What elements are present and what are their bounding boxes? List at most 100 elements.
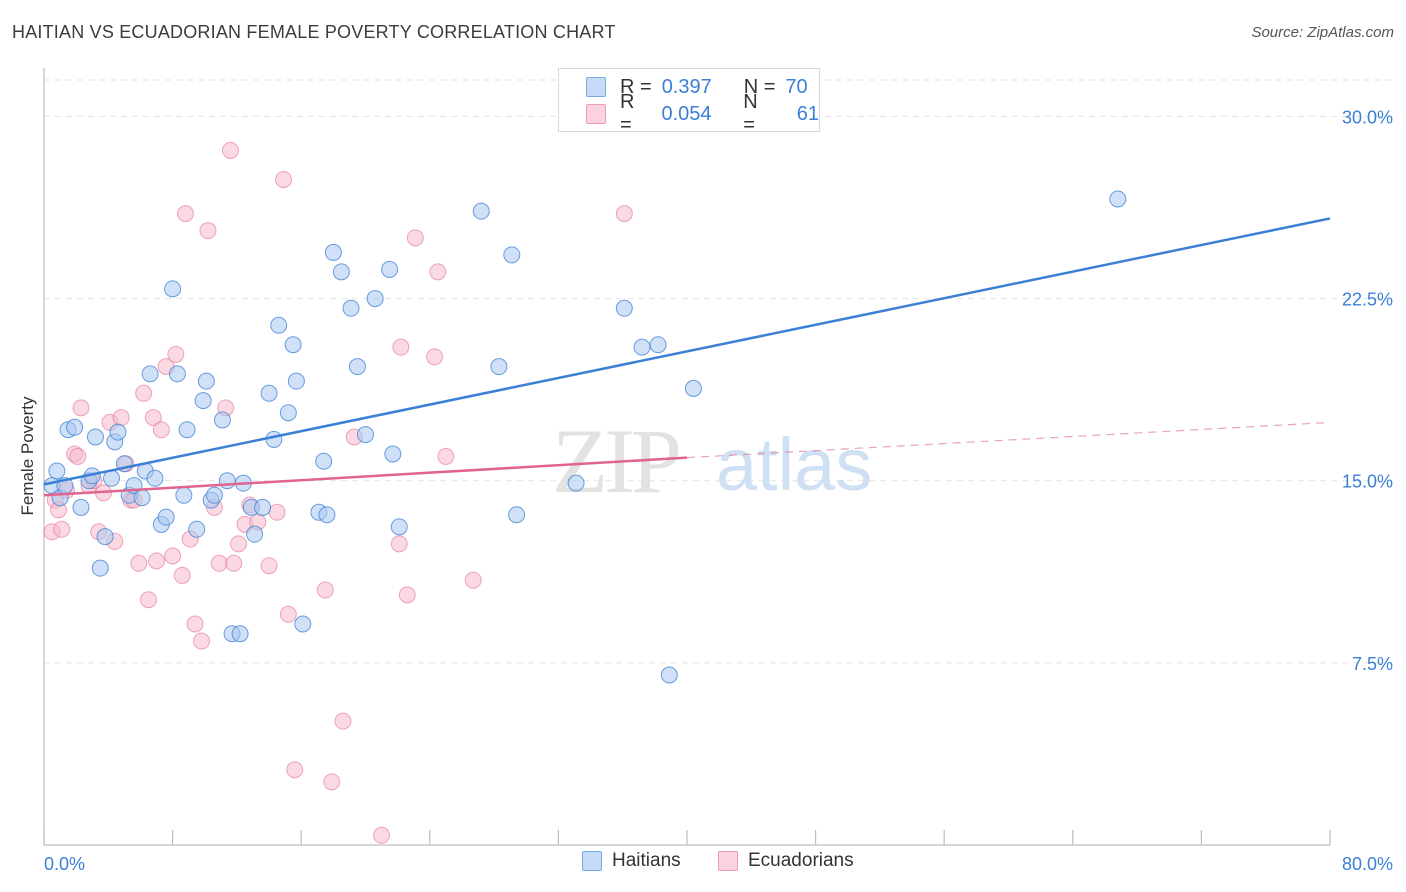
haitian-point bbox=[332, 263, 350, 281]
haitian-point bbox=[366, 290, 384, 308]
ecuadorian-point bbox=[69, 447, 87, 465]
gridlines bbox=[44, 79, 1392, 664]
haitian-point bbox=[294, 615, 312, 633]
haitian-point bbox=[324, 243, 342, 261]
x-tick-label: 0.0% bbox=[44, 854, 85, 874]
haitian-point bbox=[164, 280, 182, 298]
ecuadorian-point bbox=[398, 586, 416, 604]
ecuadorian-point bbox=[406, 229, 424, 247]
ecuadorian-point bbox=[225, 554, 243, 572]
ecuadorians-trendline bbox=[43, 456, 688, 497]
correlation-legend: R = 0.397 N = 70 R = 0.054 N = 61 bbox=[558, 68, 820, 136]
haitian-point bbox=[157, 508, 175, 526]
haitians-legend-swatch bbox=[582, 851, 602, 871]
ecuadorian-point bbox=[130, 554, 148, 572]
haitian-point bbox=[188, 520, 206, 538]
y-tick-labels: 7.5% 15.0% 22.5% 30.0% bbox=[1342, 107, 1393, 673]
ecuadorian-point bbox=[615, 205, 633, 223]
r-value: 0.054 bbox=[661, 102, 712, 125]
haitian-point bbox=[205, 486, 223, 504]
ecuadorian-point bbox=[230, 535, 248, 553]
legend-ecuadorians: Ecuadorians bbox=[718, 850, 854, 872]
haitian-point bbox=[246, 525, 264, 543]
ecuadorian-point bbox=[72, 399, 90, 417]
haitian-point bbox=[178, 421, 196, 439]
ecuadorian-point bbox=[176, 205, 194, 223]
ecuadorian-point bbox=[173, 566, 191, 584]
haitian-point bbox=[633, 338, 651, 356]
n-label: N = bbox=[743, 75, 776, 98]
y-tick-label: 30.0% bbox=[1342, 107, 1393, 127]
haitian-point bbox=[684, 379, 702, 397]
ecuadorians-legend-label: Ecuadorians bbox=[748, 850, 854, 871]
ecuadorian-point bbox=[221, 141, 239, 159]
y-axis-title: Female Poverty bbox=[18, 396, 37, 516]
haitian-point bbox=[342, 299, 360, 317]
haitian-point bbox=[197, 372, 215, 390]
haitian-point bbox=[86, 428, 104, 446]
haitian-point bbox=[315, 452, 333, 470]
haitian-point bbox=[660, 666, 678, 684]
haitian-point bbox=[194, 392, 212, 410]
haitian-point bbox=[168, 365, 186, 383]
ecuadorians-swatch bbox=[586, 104, 606, 124]
ecuadorian-point bbox=[144, 409, 162, 427]
y-tick-label: 15.0% bbox=[1342, 472, 1393, 492]
haitian-point bbox=[381, 260, 399, 278]
x-tick-label: 80.0% bbox=[1342, 854, 1393, 874]
chart-source: Source: ZipAtlas.com bbox=[1251, 24, 1394, 41]
haitians-legend-label: Haitians bbox=[612, 850, 681, 871]
chart-title: HAITIAN VS ECUADORIAN FEMALE POVERTY COR… bbox=[12, 22, 616, 42]
y-tick-label: 7.5% bbox=[1352, 654, 1393, 674]
haitian-point bbox=[287, 372, 305, 390]
ecuadorian-point bbox=[210, 554, 228, 572]
haitian-point bbox=[265, 430, 283, 448]
ecuadorian-point bbox=[429, 263, 447, 281]
ecuadorian-point bbox=[135, 384, 153, 402]
ecuadorian-point bbox=[164, 547, 182, 565]
trendlines bbox=[43, 217, 1331, 497]
haitian-point bbox=[348, 358, 366, 376]
haitian-point bbox=[66, 418, 84, 436]
haitian-point bbox=[91, 559, 109, 577]
ecuadorian-point bbox=[152, 421, 170, 439]
n-label: N = bbox=[743, 91, 758, 136]
haitian-point bbox=[141, 365, 159, 383]
ecuadorian-point bbox=[260, 557, 278, 575]
ecuadorian-point bbox=[437, 447, 455, 465]
haitian-point bbox=[357, 426, 374, 444]
haitian-point bbox=[260, 384, 278, 402]
watermark: ZIP atlas bbox=[552, 410, 872, 512]
x-tick-labels: 0.0% 80.0% bbox=[44, 854, 1393, 874]
haitians-swatch bbox=[586, 77, 606, 97]
ecuadorian-point bbox=[426, 348, 444, 366]
haitian-point bbox=[390, 518, 408, 536]
r-label: R = bbox=[619, 91, 635, 136]
haitian-point bbox=[175, 486, 193, 504]
ecuadorian-point bbox=[373, 826, 391, 844]
haitian-point bbox=[318, 506, 336, 524]
legend-row-haitians: R = 0.397 N = 70 bbox=[559, 73, 808, 101]
ecuadorian-point bbox=[390, 535, 408, 553]
haitian-point bbox=[254, 498, 272, 516]
ecuadorian-point bbox=[279, 605, 297, 623]
haitian-point bbox=[72, 498, 90, 516]
haitians-trendline bbox=[43, 217, 1331, 486]
ecuadorian-point bbox=[148, 552, 166, 570]
haitian-point bbox=[508, 506, 526, 524]
haitian-point bbox=[133, 489, 151, 507]
ecuadorian-point bbox=[167, 345, 185, 363]
ecuadorian-point bbox=[268, 503, 286, 521]
n-value: 61 bbox=[796, 102, 819, 125]
haitian-point bbox=[1109, 190, 1127, 208]
haitian-point bbox=[270, 316, 288, 334]
ecuadorian-point bbox=[186, 615, 204, 633]
haitian-point bbox=[503, 246, 521, 264]
haitian-point bbox=[615, 299, 633, 317]
ecuadorian-point bbox=[112, 409, 130, 427]
haitian-point bbox=[649, 336, 667, 354]
haitian-point bbox=[567, 474, 585, 492]
legend-row-ecuadorians: R = 0.054 N = 61 bbox=[559, 91, 819, 136]
haitian-point bbox=[490, 358, 508, 376]
